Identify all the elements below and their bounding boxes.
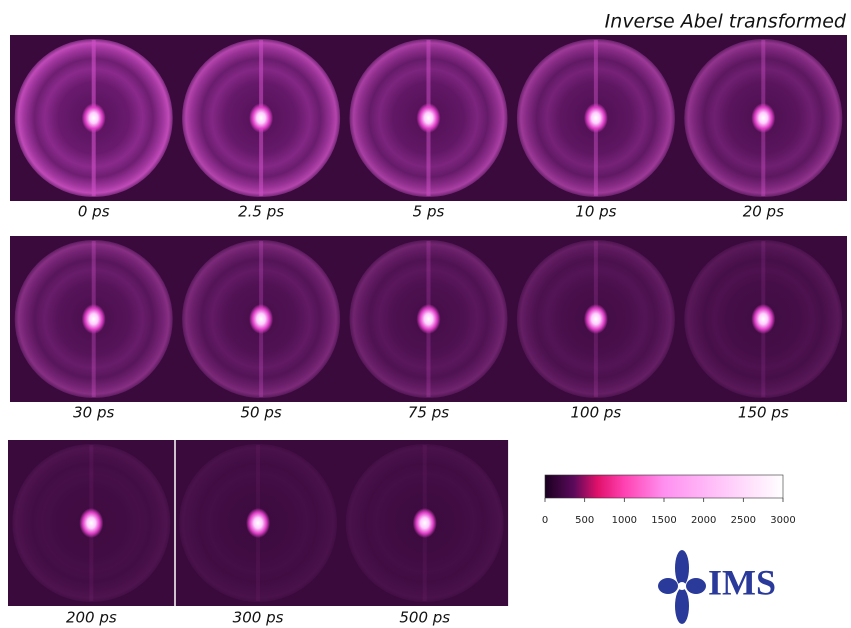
delay-label: 100 ps <box>571 404 622 422</box>
image-panel <box>517 240 675 398</box>
delay-label: 0 ps <box>78 203 110 221</box>
image-panel <box>182 240 340 398</box>
image-panel <box>350 240 508 398</box>
center-spot <box>417 103 441 133</box>
center-spot <box>751 304 775 334</box>
center-spot <box>82 103 106 133</box>
center-spot <box>584 103 608 133</box>
logo-text: IMS <box>708 562 776 602</box>
delay-label: 50 ps <box>240 404 281 422</box>
center-spot <box>79 508 103 538</box>
delay-label: 10 ps <box>575 203 616 221</box>
delay-label: 300 ps <box>233 609 284 627</box>
colorbar-tick-label: 3000 <box>770 515 795 526</box>
colorbar-tick-label: 2500 <box>731 515 756 526</box>
image-panel <box>182 39 340 197</box>
delay-label: 200 ps <box>66 609 117 627</box>
center-spot <box>249 304 273 334</box>
image-panel <box>12 444 170 602</box>
delay-label: 75 ps <box>408 404 449 422</box>
image-panel <box>517 39 675 197</box>
figure: Inverse Abel transformed IMS 0 ps 2.5 ps 5… <box>0 0 851 628</box>
center-spot <box>246 508 270 538</box>
center-spot <box>751 103 775 133</box>
delay-label: 5 ps <box>413 203 445 221</box>
colorbar-tick-label: 1500 <box>651 515 676 526</box>
colorbar-tick-label: 0 <box>542 515 548 526</box>
center-spot <box>413 508 437 538</box>
colorbar <box>545 475 783 498</box>
image-panel <box>15 39 173 197</box>
center-spot <box>584 304 608 334</box>
colorbar-tick-label: 1000 <box>612 515 637 526</box>
center-spot <box>417 304 441 334</box>
ims-logo: IMS <box>658 550 776 624</box>
image-panel <box>684 240 842 398</box>
center-spot <box>82 304 106 334</box>
image-panel <box>350 39 508 197</box>
delay-label: 30 ps <box>73 404 114 422</box>
image-panel <box>346 444 504 602</box>
figure-title: Inverse Abel transformed <box>605 11 847 33</box>
image-panel <box>179 444 337 602</box>
delay-label: 150 ps <box>738 404 789 422</box>
image-panel <box>15 240 173 398</box>
delay-label: 500 ps <box>399 609 450 627</box>
image-panel <box>684 39 842 197</box>
delay-label: 20 ps <box>743 203 784 221</box>
center-spot <box>249 103 273 133</box>
delay-label: 2.5 ps <box>238 203 284 221</box>
colorbar-tick-label: 2000 <box>691 515 716 526</box>
colorbar-tick-label: 500 <box>575 515 594 526</box>
